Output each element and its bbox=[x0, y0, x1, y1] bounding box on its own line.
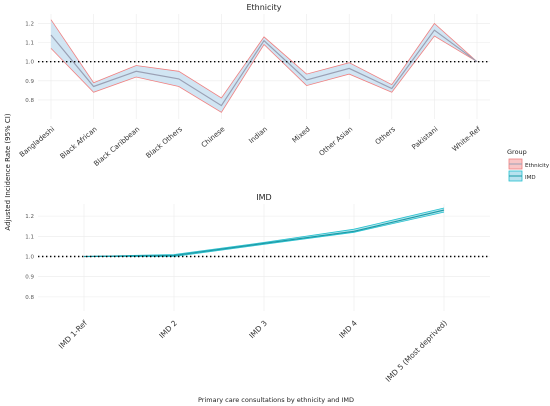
legend-label-imd: IMD bbox=[525, 175, 536, 181]
y-tick-label: 0.9 bbox=[25, 275, 34, 281]
x-tick-label: Others bbox=[374, 125, 397, 146]
x-tick-label: Black Others bbox=[145, 125, 185, 160]
legend-label-ethnicity: Ethnicity bbox=[525, 163, 550, 169]
ci-upper-line bbox=[50, 19, 478, 99]
panel-title: IMD bbox=[256, 193, 271, 202]
x-axis-title: Primary care consultations by ethnicity … bbox=[198, 396, 354, 404]
ci-upper-line bbox=[83, 207, 445, 257]
panel-1: IMD 0.8 0.9 1.0 1.1 1.2 IMD 1-Ref IMD 2 IMD 3 IMD… bbox=[25, 193, 490, 384]
x-tick-label: Indian bbox=[247, 125, 269, 145]
legend-title: Group bbox=[507, 148, 527, 156]
x-tick-label: IMD 5 (Most deprived) bbox=[384, 318, 449, 383]
x-tick-label: IMD 2 bbox=[157, 318, 179, 340]
ci-lower-line bbox=[50, 35, 478, 113]
series-line bbox=[83, 209, 445, 258]
x-tick-label: Other Asian bbox=[318, 125, 355, 158]
panel-title: Ethnicity bbox=[246, 3, 281, 12]
x-tick-label: Bangladeshi bbox=[18, 125, 56, 159]
x-tick-label: Black African bbox=[59, 125, 99, 160]
x-tick-label: White-Ref bbox=[451, 125, 483, 153]
x-tick-label: Mixed bbox=[291, 125, 312, 144]
x-tick-label: Pakistani bbox=[410, 125, 439, 151]
x-tick-label: IMD 1-Ref bbox=[57, 318, 89, 350]
legend: Group Ethnicity IMD bbox=[507, 148, 550, 182]
x-tick-label: IMD 4 bbox=[337, 318, 359, 340]
ci-band bbox=[51, 19, 477, 113]
y-tick-label: 1.0 bbox=[25, 254, 34, 260]
series-line bbox=[50, 29, 478, 107]
x-tick-label: Chinese bbox=[200, 125, 227, 149]
ci-lower-line bbox=[84, 211, 445, 257]
y-tick-label: 0.8 bbox=[25, 295, 34, 301]
y-axis-title: Adjusted Incidence Rate (95% CI) bbox=[4, 113, 12, 230]
x-tick-label: Black Caribbean bbox=[92, 125, 141, 168]
y-tick-label: 1.1 bbox=[25, 41, 34, 47]
y-tick-label: 0.8 bbox=[25, 98, 34, 104]
y-tick-label: 1.0 bbox=[25, 60, 34, 66]
y-tick-label: 1.2 bbox=[25, 22, 34, 28]
x-tick-label: IMD 3 bbox=[247, 318, 269, 340]
y-tick-label: 1.2 bbox=[25, 214, 34, 220]
y-tick-label: 0.9 bbox=[25, 79, 34, 85]
y-tick-label: 1.1 bbox=[25, 234, 34, 240]
